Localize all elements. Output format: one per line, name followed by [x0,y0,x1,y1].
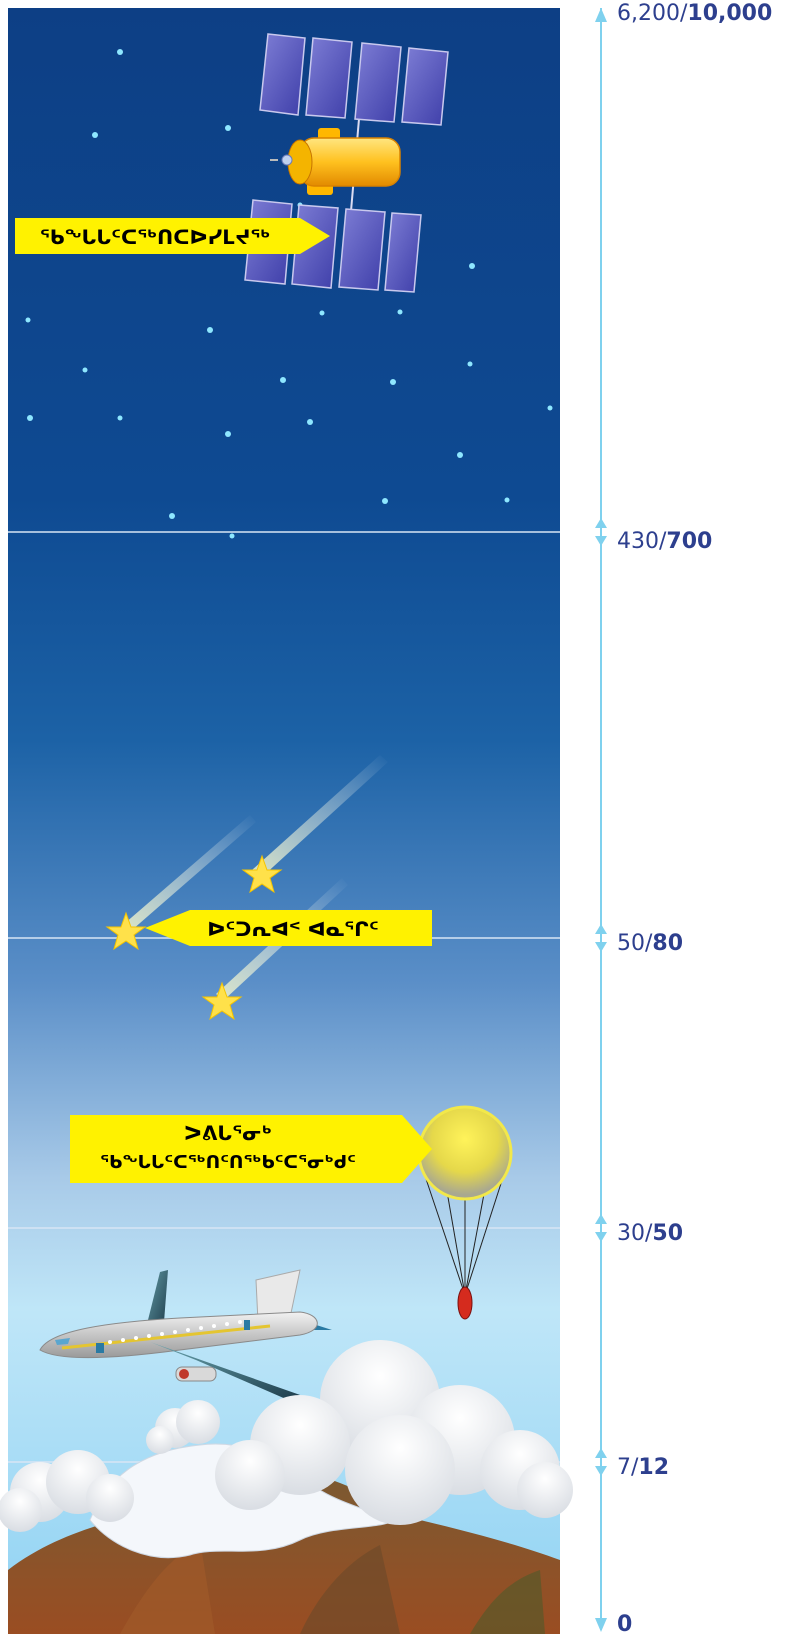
satellite-label: ᖃᖓᒐᑦᑕᖅᑎᑕᐅᓯᒪᔪᖅ [15,218,330,254]
meteors-label: ᐅᑦᑐᕆᐊᑉ ᐊᓇᕐᒋᑦ [145,910,432,946]
balloon-label-line2: ᖃᖓᒐᑦᑕᖅᑎᑦᑎᖅᑲᑦᑕᕐᓂᒃᑯᑦ [100,1152,356,1173]
satellite-label-text: ᖃᖓᒐᑦᑕᖅᑎᑕᐅᓯᒪᔪᖅ [40,225,270,249]
balloon-label: ᐳᕕᒐᕐᓂᒃ ᖃᖓᒐᑦᑕᖅᑎᑦᑎᖅᑲᑦᑕᕐᓂᒃᑯᑦ [70,1115,432,1183]
meteors-label-text: ᐅᑦᑐᕆᐊᑉ ᐊᓇᕐᒋᑦ [207,917,378,941]
weather-balloon-icon [417,1105,513,1320]
balloon-label-line1: ᐳᕕᒐᕐᓂᒃ [184,1121,272,1145]
altitude-label-space: 6,200/10,000 [617,1,772,26]
altitude-label-ground: 0 [617,1612,632,1634]
altitude-label-clouds: 7/12 [617,1455,669,1480]
mountain-icon [8,1443,560,1634]
cloud-icon [0,1340,573,1532]
altitude-label-balloon: 50/80 [617,931,683,956]
altitude-label-meteors: 430/700 [617,529,712,554]
altitude-label-airplane: 30/50 [617,1221,683,1246]
airplane-icon [39,1269,332,1406]
altitude-scale [595,8,607,1632]
